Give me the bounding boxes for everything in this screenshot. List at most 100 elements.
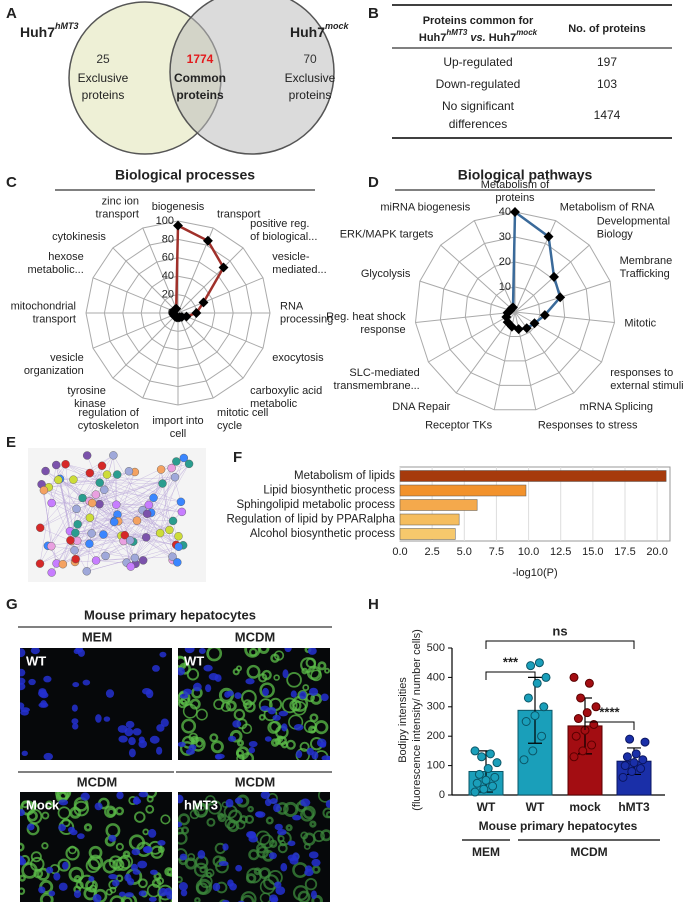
group-label: Mouse primary hepatocytes bbox=[479, 819, 638, 833]
nucleus bbox=[132, 869, 141, 875]
nucleus bbox=[183, 688, 192, 695]
nucleus bbox=[157, 839, 166, 846]
data-point bbox=[587, 740, 597, 750]
network-edge bbox=[103, 534, 179, 537]
data-point bbox=[530, 711, 540, 721]
lipid-stain bbox=[209, 733, 219, 743]
significance-bracket bbox=[485, 640, 635, 649]
spoke bbox=[177, 312, 264, 349]
x-tick-label: 15.0 bbox=[582, 546, 603, 558]
lipid-stain bbox=[157, 884, 172, 901]
network-node bbox=[36, 523, 45, 532]
network-edge bbox=[150, 477, 176, 513]
data-point bbox=[578, 746, 588, 756]
data-point bbox=[479, 784, 489, 794]
nucleus bbox=[112, 879, 120, 887]
spoke bbox=[177, 277, 264, 314]
nucleus bbox=[310, 890, 317, 900]
network-node bbox=[39, 486, 49, 495]
lipid-stain bbox=[246, 664, 261, 679]
network-node bbox=[85, 539, 94, 548]
nucleus bbox=[311, 858, 321, 867]
network-node bbox=[85, 468, 95, 478]
axis-label: processing bbox=[280, 313, 333, 325]
lipid-stain bbox=[324, 667, 330, 674]
image-label: WT bbox=[26, 653, 46, 668]
nucleus bbox=[150, 869, 158, 875]
point bbox=[510, 207, 520, 217]
lipid-stain bbox=[39, 892, 54, 902]
panel-title: Mouse primary hepatocytes bbox=[84, 607, 256, 622]
network-node bbox=[172, 457, 181, 466]
nucleus bbox=[214, 674, 222, 682]
table-header-part: hMT3 bbox=[446, 28, 467, 37]
tick-label: 40 bbox=[499, 206, 511, 218]
set-label-sup: hMT3 bbox=[55, 21, 79, 31]
nucleus bbox=[48, 890, 56, 897]
nucleus bbox=[248, 740, 258, 748]
network-edge bbox=[130, 520, 174, 541]
nucleus bbox=[118, 735, 128, 743]
nucleus bbox=[73, 648, 80, 655]
lipid-stain bbox=[302, 684, 310, 692]
lipid-stain bbox=[292, 885, 309, 901]
x-tick-label: WT bbox=[526, 800, 545, 814]
lipid-stain bbox=[41, 811, 50, 820]
network-node bbox=[170, 472, 180, 482]
tick-label: 10 bbox=[499, 281, 511, 293]
network-node bbox=[102, 470, 112, 479]
nucleus bbox=[138, 890, 147, 897]
x-axis-label: -log10(P) bbox=[512, 567, 557, 579]
nucleus bbox=[20, 668, 26, 677]
set-text: proteins bbox=[82, 88, 125, 102]
data-point bbox=[636, 764, 646, 774]
panel-letter: H bbox=[368, 596, 379, 613]
nucleus bbox=[103, 716, 111, 722]
network-edge bbox=[60, 478, 100, 483]
lipid-stain bbox=[115, 874, 124, 883]
network-node bbox=[82, 567, 91, 576]
spoke bbox=[112, 247, 179, 314]
nucleus bbox=[224, 691, 231, 698]
network-node bbox=[112, 500, 121, 509]
axis-label: positive reg. bbox=[250, 218, 309, 230]
x-tick-label: 5.0 bbox=[457, 546, 472, 558]
lipid-stain bbox=[134, 811, 146, 823]
nucleus bbox=[278, 710, 289, 717]
axis-label: external stimuli bbox=[610, 380, 683, 392]
network-edge bbox=[106, 474, 182, 503]
nucleus bbox=[254, 811, 264, 818]
network-node bbox=[177, 507, 187, 517]
lipid-stain bbox=[317, 661, 327, 671]
lipid-stain bbox=[302, 832, 316, 846]
nucleus bbox=[20, 857, 27, 866]
lipid-stain bbox=[57, 792, 72, 800]
set-label-sup: mock bbox=[325, 21, 350, 31]
nucleus bbox=[287, 854, 297, 861]
lipid-stain bbox=[109, 886, 117, 894]
x-tick-label: 20.0 bbox=[646, 546, 667, 558]
lipid-stain bbox=[189, 698, 201, 710]
lipid-stain bbox=[213, 698, 225, 710]
lipid-stain bbox=[265, 816, 274, 825]
nucleus bbox=[234, 797, 244, 804]
network-node bbox=[125, 536, 135, 545]
network-node bbox=[174, 532, 183, 541]
nucleus bbox=[71, 718, 79, 725]
nucleus bbox=[72, 682, 80, 688]
network-edge bbox=[89, 472, 163, 484]
network-node bbox=[47, 498, 56, 508]
lipid-stain bbox=[178, 831, 188, 845]
lipid-stain bbox=[248, 648, 258, 657]
data-point bbox=[519, 755, 529, 765]
nucleus bbox=[269, 798, 278, 804]
network-node bbox=[99, 530, 108, 539]
lipid-stain bbox=[36, 867, 50, 881]
network-edge bbox=[104, 489, 181, 503]
nucleus bbox=[80, 792, 90, 801]
network-node bbox=[52, 460, 61, 470]
nucleus bbox=[149, 735, 160, 744]
lipid-stain bbox=[253, 867, 262, 876]
nucleus bbox=[160, 718, 169, 727]
condition-label: MEM bbox=[82, 629, 112, 644]
